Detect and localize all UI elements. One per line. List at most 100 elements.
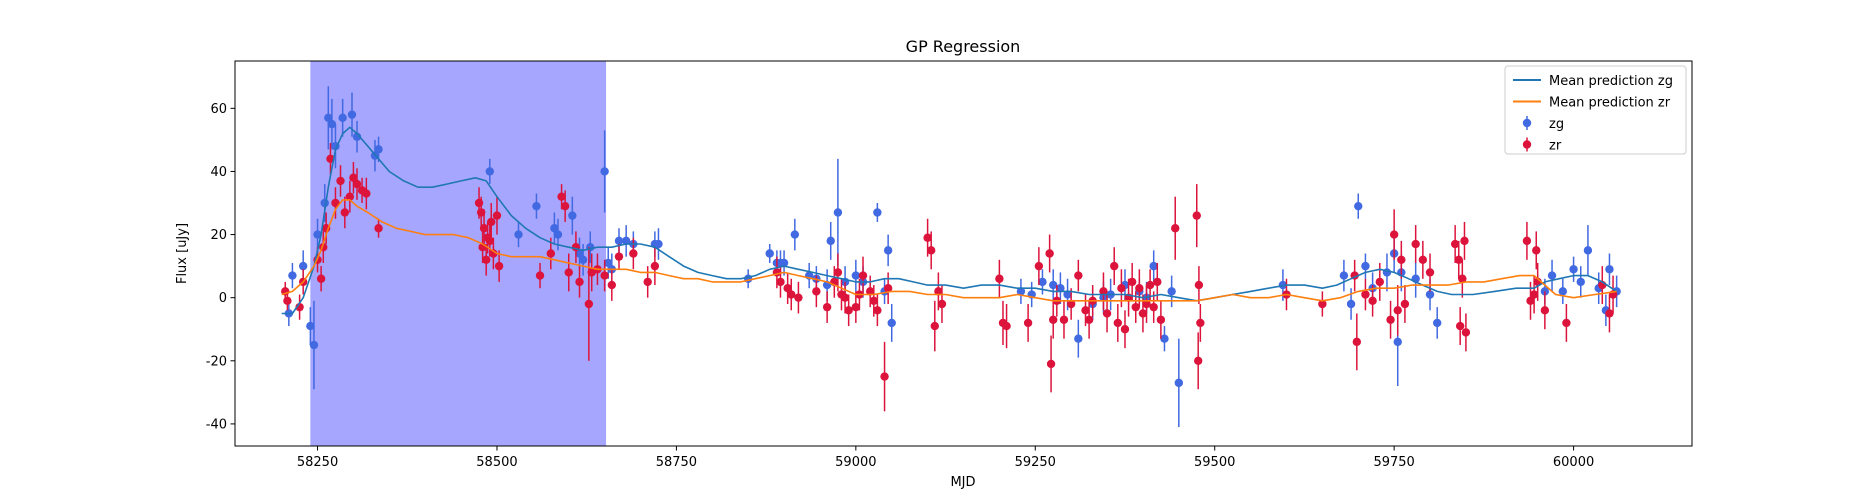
data-point (927, 246, 936, 255)
data-point (374, 224, 383, 233)
data-point (578, 255, 588, 265)
data-point (1066, 299, 1076, 309)
x-tick-label: 58500 (476, 455, 517, 470)
data-point (1117, 284, 1126, 293)
data-point (869, 296, 878, 306)
data-point (349, 173, 358, 182)
y-tick-label: 0 (219, 291, 227, 306)
data-point (1576, 277, 1585, 287)
legend-marker-swatch (1522, 118, 1532, 128)
data-point (1131, 302, 1140, 312)
data-point (930, 321, 939, 331)
data-point (1196, 318, 1205, 328)
legend-box (1504, 65, 1687, 155)
data-point (327, 119, 337, 129)
data-point (1547, 271, 1557, 280)
data-point (1361, 261, 1370, 271)
data-point (324, 113, 333, 123)
data-point (604, 258, 613, 268)
y-tick-label: 20 (210, 228, 227, 243)
axis-ticks: 58250 58500 58750 59000 59250 59500 59750 60000… (206, 102, 1594, 470)
data-point (794, 293, 803, 302)
data-point (1045, 249, 1054, 258)
data-point (1113, 318, 1123, 328)
data-point (550, 224, 559, 233)
data-point (564, 268, 573, 277)
data-point (826, 236, 835, 246)
legend-marker-swatch (1522, 140, 1532, 149)
data-point (1171, 224, 1180, 233)
series-zg (284, 86, 1621, 428)
data-point (557, 192, 566, 201)
data-point (822, 302, 832, 312)
data-point (494, 261, 504, 271)
legend-label: zr (1549, 139, 1562, 154)
data-point (1193, 356, 1203, 365)
x-tick-label: 59250 (1015, 455, 1056, 470)
x-tick-label: 58750 (656, 455, 697, 470)
y-tick-label: -20 (206, 354, 227, 369)
data-point (1160, 334, 1169, 343)
data-point (352, 179, 362, 189)
data-point (1397, 255, 1406, 265)
x-tick-label: 59000 (835, 455, 876, 470)
data-point (489, 249, 498, 258)
data-point (362, 189, 371, 198)
x-tick-label: 59500 (1194, 455, 1235, 470)
data-point (1389, 230, 1399, 239)
data-point (535, 271, 545, 280)
data-point (584, 299, 594, 309)
data-point (1540, 287, 1550, 296)
data-point (1059, 315, 1069, 324)
y-axis-label: Flux [uJy] (175, 223, 190, 284)
data-point (1346, 299, 1356, 309)
data-point (1074, 271, 1083, 280)
data-point (1099, 287, 1108, 296)
data-point (1425, 290, 1435, 299)
data-point (923, 233, 932, 242)
data-point (650, 261, 660, 271)
plot-area (281, 61, 1621, 446)
data-point (851, 302, 861, 312)
data-point (568, 211, 577, 220)
data-point (1354, 201, 1363, 211)
data-point (1127, 277, 1137, 287)
data-point (643, 277, 652, 287)
data-point (374, 145, 383, 154)
data-point (487, 217, 496, 227)
data-point (779, 258, 789, 268)
data-point (1522, 236, 1532, 246)
data-point (1318, 299, 1327, 309)
mean-line-1 (281, 199, 1617, 302)
data-point (479, 224, 489, 233)
data-point (546, 249, 556, 258)
data-point (1375, 277, 1384, 287)
data-point (1049, 315, 1058, 324)
data-point (514, 230, 523, 239)
data-point (482, 255, 491, 265)
data-point (352, 132, 362, 141)
data-point (1393, 337, 1402, 347)
data-point (1562, 318, 1571, 328)
data-point (1393, 306, 1402, 315)
data-point (1046, 359, 1056, 369)
data-point (1153, 277, 1162, 287)
data-point (476, 208, 486, 217)
data-point (1605, 265, 1614, 274)
data-point (787, 290, 796, 299)
data-point (600, 271, 609, 280)
data-point (1529, 290, 1539, 299)
data-point (575, 277, 584, 287)
x-axis-label: MJD (950, 475, 975, 490)
data-point (1605, 309, 1614, 318)
mean-line-0 (281, 126, 1618, 315)
axes-frame (234, 60, 1693, 447)
data-point (883, 284, 893, 293)
legend-label: Mean prediction zr (1549, 96, 1671, 111)
data-point (1569, 265, 1578, 274)
data-point (858, 271, 868, 280)
data-point (340, 208, 350, 217)
data-point (621, 236, 631, 246)
data-point (1034, 261, 1044, 271)
